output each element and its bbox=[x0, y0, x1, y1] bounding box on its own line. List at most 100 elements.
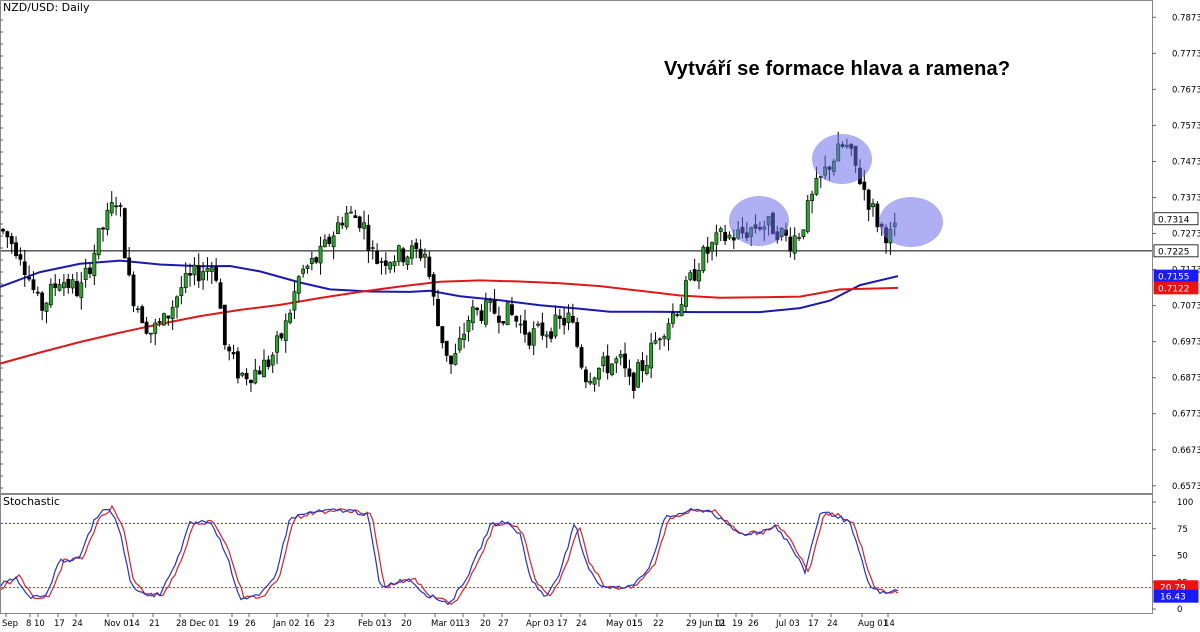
candle-down bbox=[249, 379, 253, 384]
candle-down bbox=[266, 359, 271, 368]
stoch-badge-box bbox=[1153, 589, 1199, 603]
candle-up bbox=[201, 271, 206, 281]
candle-down bbox=[510, 304, 514, 315]
candle-down bbox=[122, 208, 127, 259]
candle-up bbox=[805, 200, 810, 232]
candle-up bbox=[392, 261, 397, 267]
candle-down bbox=[157, 321, 162, 323]
candle-up bbox=[710, 242, 714, 252]
time-tick-label: 15 bbox=[632, 619, 643, 628]
candle-down bbox=[166, 315, 171, 319]
candle-down bbox=[583, 369, 588, 383]
candle-down bbox=[675, 314, 680, 316]
price-badge-box bbox=[1153, 212, 1199, 226]
candle-up bbox=[57, 284, 62, 291]
candle-up bbox=[388, 262, 393, 270]
candle-down bbox=[27, 277, 32, 280]
time-tick-label: 14 bbox=[129, 619, 140, 628]
candle-down bbox=[75, 281, 79, 297]
chart-symbol-label: NZD/USD: Daily bbox=[1, 1, 92, 14]
candle-up bbox=[483, 300, 488, 325]
candle-down bbox=[436, 298, 440, 327]
candle-down bbox=[427, 256, 432, 277]
candle-up bbox=[423, 253, 427, 258]
candle-down bbox=[66, 278, 71, 288]
candle-down bbox=[549, 331, 554, 339]
head-highlight bbox=[812, 134, 872, 184]
candle-down bbox=[22, 261, 27, 275]
stoch-tick-label: 100 bbox=[1177, 498, 1193, 508]
price-tick-label: 0.7673 bbox=[1172, 85, 1200, 95]
candle-up bbox=[344, 212, 349, 228]
price-badge-box bbox=[1153, 244, 1199, 258]
candle-up bbox=[336, 222, 340, 234]
candle-up bbox=[362, 222, 366, 229]
candle-up bbox=[379, 261, 384, 263]
candle-up bbox=[301, 268, 306, 274]
candle-up bbox=[701, 246, 706, 272]
time-tick-label: Nov 01 bbox=[104, 619, 134, 628]
time-tick-label: Jul 03 bbox=[775, 619, 800, 628]
time-tick-label: 24 bbox=[827, 619, 838, 628]
candle-down bbox=[631, 372, 636, 391]
stochastic-label: Stochastic bbox=[1, 495, 62, 508]
price-tick-label: 0.7373 bbox=[1172, 193, 1200, 203]
candle-down bbox=[440, 326, 445, 344]
candle-up bbox=[679, 304, 684, 317]
candle-up bbox=[322, 239, 327, 247]
candle-down bbox=[479, 310, 484, 321]
stoch-tick-label: 75 bbox=[1177, 525, 1188, 535]
time-tick-label: 20 bbox=[480, 619, 491, 628]
candle-up bbox=[792, 235, 797, 254]
candle-up bbox=[505, 302, 510, 326]
candle-up bbox=[370, 247, 375, 249]
candle-down bbox=[357, 216, 362, 229]
candle-down bbox=[18, 254, 23, 260]
time-tick-label: Apr 03 bbox=[526, 619, 554, 628]
candle-up bbox=[149, 332, 153, 335]
moving-average-blue bbox=[0, 259, 899, 314]
candle-up bbox=[644, 364, 649, 375]
price-badge-value: 0.7225 bbox=[1158, 247, 1190, 257]
stochastic-pane-frame bbox=[0, 494, 1153, 614]
candle-up bbox=[405, 256, 410, 266]
time-tick-label: 17 bbox=[54, 619, 65, 628]
candle-down bbox=[414, 242, 419, 250]
candle-down bbox=[114, 205, 119, 208]
main-pane-frame bbox=[0, 0, 1153, 494]
candle-down bbox=[101, 227, 105, 230]
candle-down bbox=[723, 231, 728, 241]
candle-up bbox=[636, 362, 641, 388]
candle-up bbox=[349, 211, 353, 214]
candle-down bbox=[227, 346, 232, 352]
candle-down bbox=[214, 266, 219, 281]
candle-down bbox=[144, 321, 149, 334]
candle-up bbox=[601, 356, 606, 367]
candle-down bbox=[527, 332, 532, 346]
candle-down bbox=[623, 353, 627, 369]
candle-up bbox=[283, 320, 288, 341]
candle-up bbox=[240, 372, 245, 376]
candle-up bbox=[175, 296, 179, 308]
candle-down bbox=[575, 322, 580, 347]
price-tick-label: 0.7473 bbox=[1172, 157, 1200, 167]
candle-down bbox=[383, 260, 388, 266]
candle-up bbox=[309, 258, 314, 264]
candle-down bbox=[431, 274, 436, 297]
candle-down bbox=[5, 231, 10, 238]
candle-down bbox=[236, 351, 240, 379]
candle-up bbox=[466, 320, 471, 332]
candle-down bbox=[244, 372, 249, 380]
candle-down bbox=[1, 228, 5, 232]
price-tick-label: 0.7773 bbox=[1172, 49, 1200, 59]
candle-down bbox=[692, 269, 697, 281]
candle-up bbox=[653, 340, 658, 344]
candle-down bbox=[496, 315, 501, 323]
candle-up bbox=[662, 336, 667, 339]
candle-down bbox=[418, 248, 423, 259]
candle-up bbox=[61, 282, 66, 289]
candle-down bbox=[140, 306, 145, 324]
candle-down bbox=[501, 321, 506, 324]
